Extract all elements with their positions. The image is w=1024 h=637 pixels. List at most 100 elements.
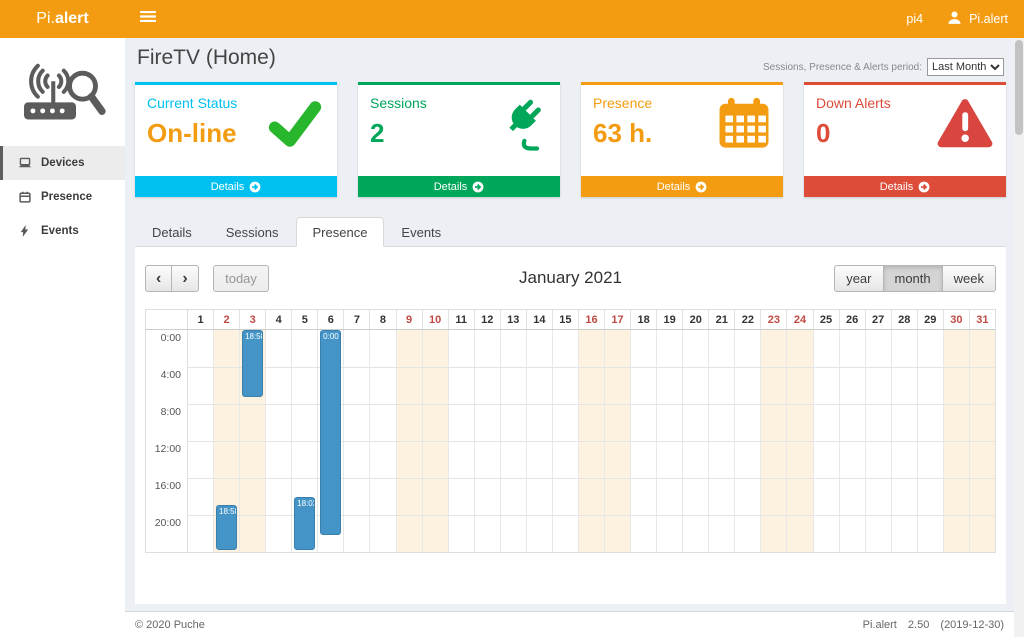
calendar-day-column	[943, 330, 970, 552]
tab-bar: Details Sessions Presence Events	[135, 217, 1006, 247]
calendar-time-label: 20:00	[154, 517, 181, 529]
presence-event[interactable]: 18:58	[216, 505, 238, 550]
calendar-day-column	[787, 330, 814, 552]
sidebar-toggle-button[interactable]	[125, 0, 171, 38]
calendar-day-number: 21	[709, 310, 736, 329]
calendar-small-icon	[17, 191, 32, 203]
calendar-day-number: 22	[735, 310, 762, 329]
main-content: FireTV (Home) Sessions, Presence & Alert…	[125, 38, 1014, 637]
calendar-view-week-button[interactable]: week	[941, 265, 996, 292]
calendar-day-number: 3	[240, 310, 267, 329]
navbar-right: pi4 Pi.alert	[906, 0, 1024, 38]
card-body: Presence 63 h.	[581, 85, 783, 156]
presence-event[interactable]: 18:58	[242, 330, 264, 398]
summary-card-presence: Presence 63 h. Details	[581, 82, 783, 197]
calendar-icon	[717, 97, 771, 156]
card-details-link[interactable]: Details	[358, 176, 560, 197]
scrollbar-thumb[interactable]	[1015, 40, 1023, 135]
warning-icon	[936, 97, 994, 154]
user-name-label: Pi.alert	[969, 12, 1008, 26]
calendar-next-button[interactable]: ›	[171, 265, 199, 292]
presence-event[interactable]: 0:00 -	[320, 330, 342, 536]
calendar-day-number: 17	[605, 310, 632, 329]
app-logo[interactable]: Pi. alert	[0, 0, 125, 38]
card-value: 63 h.	[593, 118, 653, 148]
card-body: Current Status On-line	[135, 85, 337, 156]
calendar-day-header-row: 1 2 3 4 5 6 7 8 9 10 11 12 13 14 15 16 17 18 19 20 21 22 23 24 2…	[146, 310, 995, 330]
calendar-view-year-button[interactable]: year	[834, 265, 884, 292]
card-body: Sessions 2	[358, 85, 560, 156]
calendar-day-number: 11	[449, 310, 475, 329]
summary-card-current-status: Current Status On-line Details	[135, 82, 337, 197]
calendar-day-column	[683, 330, 710, 552]
copyright-label: © 2020 Puche	[135, 618, 205, 631]
details-label: Details	[656, 180, 691, 193]
details-label: Details	[210, 180, 245, 193]
calendar-day-column	[892, 330, 918, 552]
calendar-day-column	[578, 330, 605, 552]
calendar-day-column	[918, 330, 944, 552]
app-logo-bold: alert	[54, 10, 89, 27]
calendar-day-number: 25	[814, 310, 840, 329]
calendar-day-number: 12	[475, 310, 501, 329]
calendar-day-column	[631, 330, 658, 552]
card-value: On-line	[147, 118, 237, 148]
tab-sessions[interactable]: Sessions	[225, 225, 279, 240]
calendar-day-column	[396, 330, 423, 552]
presence-event[interactable]: 18:02	[294, 496, 316, 550]
calendar-day-column	[709, 330, 736, 552]
calendar-day-number: 27	[866, 310, 892, 329]
tab-details[interactable]: Details	[152, 225, 192, 240]
period-box: Sessions, Presence & Alerts period: Last…	[763, 58, 1004, 76]
summary-card-down-alerts: Down Alerts 0 Details	[804, 82, 1006, 197]
tab-presence[interactable]: Presence	[295, 217, 385, 247]
content-header: FireTV (Home) Sessions, Presence & Alert…	[135, 44, 1006, 78]
calendar-view-month-button[interactable]: month	[882, 265, 943, 292]
calendar-time-label: 16:00	[154, 480, 181, 492]
user-icon	[947, 10, 962, 28]
calendar-day-column	[553, 330, 579, 552]
period-select[interactable]: Last Month	[927, 58, 1004, 76]
details-label: Details	[879, 180, 914, 193]
card-label: Sessions	[370, 95, 427, 111]
calendar-day-column	[501, 330, 527, 552]
card-details-link[interactable]: Details	[135, 176, 337, 197]
calendar-day-number: 4	[266, 310, 293, 329]
calendar-day-column	[866, 330, 892, 552]
sidebar-item-presence[interactable]: Presence	[0, 180, 125, 214]
calendar-time-label: 12:00	[154, 443, 181, 455]
user-menu[interactable]: Pi.alert	[947, 10, 1008, 28]
calendar-day-number: 23	[761, 310, 788, 329]
sidebar-item-events[interactable]: Events	[0, 214, 125, 248]
calendar-day-number: 16	[579, 310, 605, 329]
calendar-day-column	[188, 330, 215, 552]
calendar-day-number: 18	[631, 310, 658, 329]
calendar-prev-button[interactable]: ‹	[145, 265, 173, 292]
footer-app-name: Pi.alert	[862, 618, 897, 631]
calendar-time-axis: 0:00 4:00 8:00 12:00 16:00 20:00	[146, 330, 188, 552]
page-footer: © 2020 Puche Pi.alert 2.50 (2019-12-30)	[125, 611, 1014, 637]
hostname-label: pi4	[906, 12, 924, 26]
calendar-time-label: 8:00	[160, 406, 181, 418]
calendar-day-number: 9	[397, 310, 423, 329]
chevron-right-icon: ›	[182, 270, 188, 287]
tab-events[interactable]: Events	[401, 225, 442, 240]
calendar-today-button[interactable]: today	[213, 265, 269, 292]
presence-calendar: 1 2 3 4 5 6 7 8 9 10 11 12 13 14 15 16 17 18 19 20 21 22 23 24 2…	[145, 309, 996, 553]
pialert-logo-icon	[0, 38, 125, 140]
calendar-grid: 18:58 18:58 18:020:00 -	[188, 330, 995, 552]
app-logo-prefix: Pi.	[36, 10, 55, 27]
calendar-day-column	[422, 330, 449, 552]
card-value: 2	[370, 118, 385, 148]
page-scrollbar	[1014, 38, 1024, 637]
version-info: Pi.alert 2.50 (2019-12-30)	[855, 619, 1004, 631]
device-tabs-section: Details Sessions Presence Events ‹ › today …	[135, 217, 1006, 604]
calendar-day-column	[344, 330, 371, 552]
card-details-link[interactable]: Details	[581, 176, 783, 197]
calendar-day-number: 14	[527, 310, 553, 329]
sidebar-item-devices[interactable]: Devices	[0, 146, 125, 180]
calendar-day-number: 13	[501, 310, 527, 329]
calendar-time-label: 0:00	[160, 332, 181, 344]
card-details-link[interactable]: Details	[804, 176, 1006, 197]
calendar-day-number: 10	[423, 310, 449, 329]
